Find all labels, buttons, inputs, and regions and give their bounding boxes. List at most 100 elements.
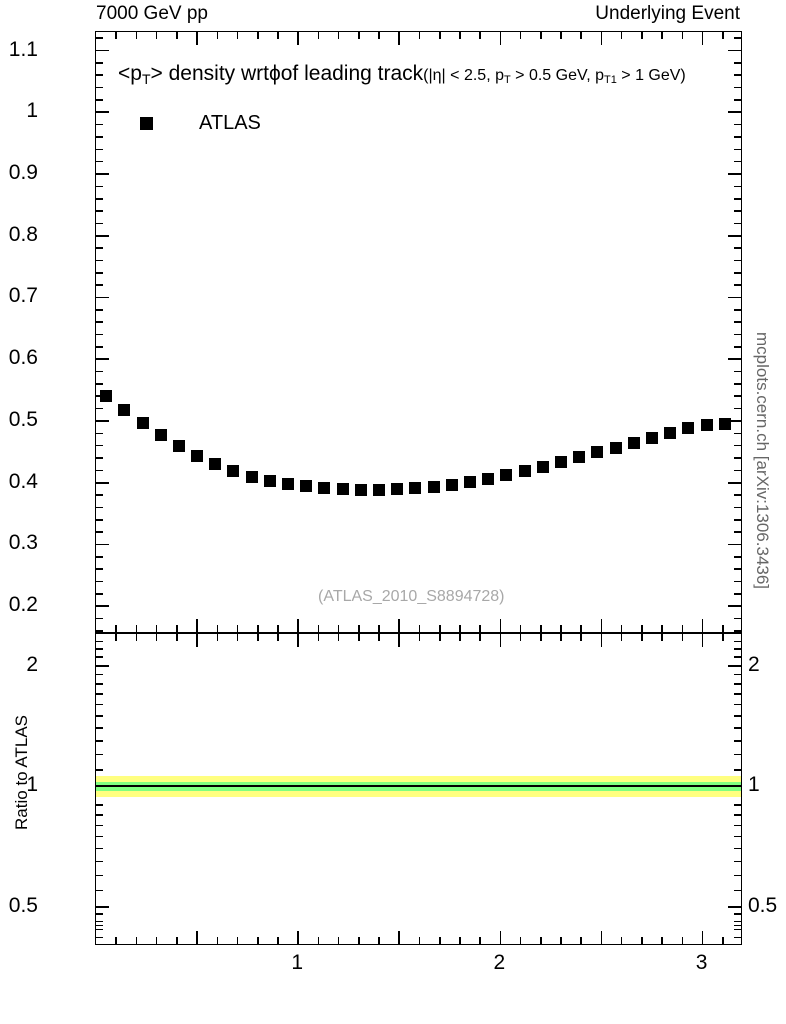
ratio-x-tick-bottom [701,931,704,944]
x-tick-minor-top [317,32,320,39]
ratio-plot-panel [95,633,742,945]
x-tick-minor-bottom [519,625,522,632]
y-tick-minor [96,383,103,385]
y-tick-major-right [728,234,741,237]
y-tick-minor-right [734,74,741,76]
x-tick-minor-bottom [681,625,684,632]
ratio-x-tick-top [155,634,158,641]
y-tick-minor-right [734,321,741,323]
header-beam-energy: 7000 GeV pp [96,3,208,24]
y-tick-minor-right [734,62,741,64]
y-tick-minor-right [734,247,741,249]
y-tick-label: 0.3 [8,531,38,555]
x-tick-minor-top [337,32,340,39]
y-tick-major [96,481,109,484]
ratio-y-tick-label: 1 [748,773,760,797]
ratio-y-tick-minor [96,813,103,816]
x-tick-minor-bottom [256,625,259,632]
y-tick-minor [96,259,103,262]
y-tick-minor [96,346,103,348]
ratio-x-tick-top [721,634,724,641]
data-point [518,464,531,477]
ratio-y-tick-minor-right [734,739,741,742]
data-point [445,479,458,492]
y-tick-minor [96,37,103,39]
x-tick-minor-top [580,32,583,39]
ratio-y-tick-minor [96,683,103,685]
y-tick-minor [96,123,103,126]
ratio-y-tick-minor [96,913,103,916]
x-tick-minor-bottom [438,625,441,632]
title-pt-open: <p [118,62,142,85]
ratio-y-tick-minor-right [734,874,741,877]
x-tick-major-top [499,32,502,45]
y-tick-minor [96,136,103,138]
data-point [172,440,185,453]
y-tick-minor [96,395,103,398]
ratio-y-tick-minor [96,656,103,659]
y-tick-label: 0.6 [8,346,38,370]
ratio-x-tick-bottom [519,937,522,944]
title-main: > density wrt [150,62,269,85]
ratio-y-tick-label: 0.5 [748,894,778,918]
cond-mid: > 0.5 GeV, p [510,67,604,84]
ratio-y-tick-minor-right [734,920,741,923]
ratio-x-tick-bottom [620,937,623,944]
ratio-x-tick-top [176,634,178,641]
ratio-x-tick-bottom [540,937,542,944]
ratio-x-tick-top [196,634,198,647]
data-point [682,422,695,435]
y-tick-major-right [728,111,741,114]
ratio-x-tick-bottom [196,931,198,944]
x-tick-minor-bottom [418,625,421,632]
x-tick-minor-bottom [317,625,320,632]
ratio-y-tick-minor-right [734,753,741,756]
y-tick-minor-right [734,593,741,595]
ratio-reference-line [96,785,741,788]
y-tick-minor [96,284,103,286]
y-tick-minor [96,531,103,533]
x-tick-major-top [398,32,401,45]
y-tick-label: 0.9 [8,161,38,184]
y-tick-major [96,173,109,175]
y-tick-minor [96,370,103,373]
legend-label-atlas: ATLAS [199,112,261,134]
x-tick-minor-top [661,32,663,39]
ratio-y-tick-minor-right [734,928,741,931]
y-tick-label: 0.7 [8,284,38,308]
y-tick-minor [96,222,103,225]
y-tick-major-right [728,358,741,361]
ratio-y-tick-minor [96,769,103,771]
data-point [100,389,113,402]
x-tick-major-bottom [701,619,704,632]
y-tick-label: 0.2 [8,593,38,617]
data-point [627,436,640,449]
x-tick-label: 3 [695,951,708,974]
y-tick-major-right [728,543,741,546]
ratio-x-tick-bottom [418,937,421,944]
ratio-y-tick-minor-right [734,847,741,850]
ratio-x-tick-bottom [560,937,562,944]
ratio-x-tick-top [580,634,583,641]
y-tick-minor-right [734,469,741,472]
y-tick-major-right [728,605,741,607]
ratio-x-tick-bottom [115,937,117,944]
y-tick-major [96,49,109,52]
ratio-x-tick-top [600,634,603,647]
phi-symbol: ϕ [268,62,281,85]
y-tick-minor [96,506,103,509]
ratio-x-tick-bottom [135,937,138,944]
data-point [282,477,295,490]
ratio-y-tick-minor-right [734,924,741,927]
y-tick-minor [96,197,103,200]
x-tick-minor-bottom [216,625,219,632]
y-tick-minor-right [734,407,741,410]
x-tick-major-bottom [196,619,198,632]
ratio-x-tick-top [115,634,117,641]
ratio-x-tick-bottom [256,937,259,944]
y-tick-major [96,420,109,422]
x-tick-minor-top [479,32,481,39]
y-tick-minor-right [734,556,741,558]
y-tick-minor-right [734,309,741,311]
y-tick-minor-right [734,185,741,188]
